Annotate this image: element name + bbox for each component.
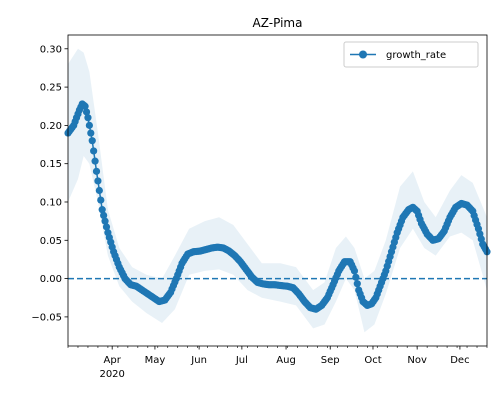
y-tick-label: 0.20: [40, 121, 62, 132]
y-tick-label: 0.05: [40, 236, 62, 247]
x-tick-label: Apr: [104, 355, 122, 366]
axes-layer: −0.05 0.00 0.05 0.10 0.15 0.20 0.25 0.30 Apr 2020…: [31, 34, 488, 380]
data-point: [81, 102, 89, 110]
x-tick-label: Dec: [450, 355, 469, 366]
data-point: [84, 114, 92, 122]
data-point: [95, 186, 103, 195]
data-point: [350, 267, 359, 275]
y-tick-label: 0.15: [40, 159, 62, 170]
data-point: [98, 206, 106, 214]
data-point: [102, 223, 111, 231]
data-point: [352, 273, 360, 281]
y-tick-label: 0.10: [40, 197, 62, 208]
data-point: [100, 211, 108, 219]
data-point: [82, 108, 91, 116]
data-point: [94, 177, 102, 185]
y-tick-label: −0.05: [31, 312, 62, 323]
legend-marker-swatch: [359, 50, 367, 59]
x-tick-year-label: 2020: [99, 369, 124, 380]
data-point: [92, 167, 101, 175]
series-layer: [64, 100, 491, 313]
data-point: [85, 121, 93, 129]
data-point: [97, 196, 105, 204]
x-tick-label: Sep: [321, 355, 340, 366]
legend-entry-growth-rate: growth_rate: [386, 50, 446, 61]
chart-title: AZ-Pima: [253, 16, 303, 30]
x-tick-label: Oct: [364, 355, 381, 366]
legend: growth_rate: [343, 41, 479, 68]
x-tick-label: Nov: [407, 355, 427, 366]
data-point: [87, 129, 95, 137]
y-tick-label: 0.30: [40, 44, 62, 55]
legend-box: [343, 41, 479, 68]
y-tick-label: 0.25: [40, 83, 62, 94]
data-point: [353, 280, 361, 288]
data-point: [101, 217, 109, 225]
x-tick-label: May: [145, 355, 166, 366]
x-tick-label: Jul: [235, 355, 248, 366]
data-point: [91, 157, 99, 165]
x-tick-label: Aug: [276, 355, 296, 366]
x-tick-label: Jun: [190, 355, 207, 366]
uncertainty-band-layer: [68, 48, 487, 333]
y-tick-label: 0.00: [40, 274, 62, 285]
data-point: [90, 147, 98, 155]
data-point: [88, 137, 96, 145]
confidence-band: [68, 48, 487, 333]
